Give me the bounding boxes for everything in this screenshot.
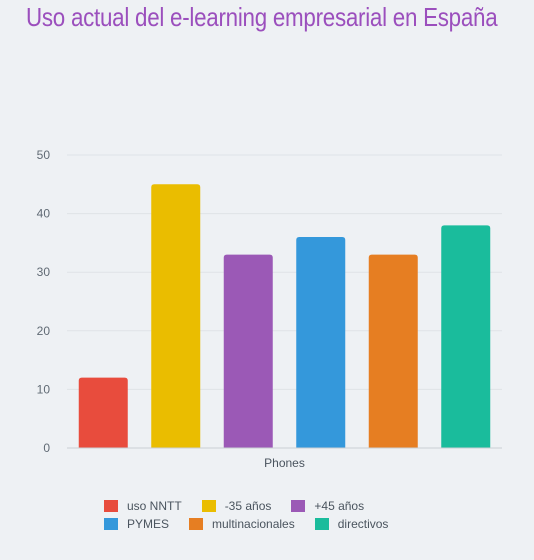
legend-label: +45 años bbox=[314, 498, 365, 513]
legend-swatch bbox=[291, 499, 306, 512]
y-tick-label: 30 bbox=[37, 265, 51, 279]
legend-label: directivos bbox=[337, 516, 389, 531]
grid-lines bbox=[67, 154, 502, 390]
legend-item[interactable]: uso NNTT bbox=[104, 498, 182, 513]
y-tick-label: 10 bbox=[37, 382, 51, 396]
legend-swatch bbox=[201, 499, 216, 512]
bar-4 bbox=[296, 237, 346, 448]
bar-chart: 0 10 20 30 40 50 Phones bbox=[37, 148, 502, 470]
legend-label: uso NNTT bbox=[127, 498, 182, 513]
y-axis-ticks: 0 10 20 30 40 50 bbox=[37, 148, 51, 455]
y-tick-label: 0 bbox=[43, 441, 50, 455]
legend-item[interactable]: PYMES bbox=[104, 516, 169, 531]
legend-item[interactable]: directivos bbox=[314, 516, 389, 531]
chart-title: Uso actual del e-learning empresarial en… bbox=[26, 2, 498, 32]
bar-1 bbox=[78, 377, 128, 448]
legend-item[interactable]: -35 años bbox=[201, 498, 272, 513]
legend: uso NNTT -35 años +45 años PYMES multinacion… bbox=[104, 498, 464, 531]
legend-swatch bbox=[104, 517, 118, 530]
legend-label: multinacionales bbox=[212, 516, 295, 531]
legend-item[interactable]: multinacionales bbox=[189, 516, 295, 531]
legend-label: -35 años bbox=[224, 498, 272, 513]
bar-6 bbox=[441, 225, 491, 448]
legend-swatch bbox=[189, 517, 204, 530]
legend-label: PYMES bbox=[127, 516, 170, 531]
y-tick-label: 20 bbox=[37, 324, 51, 338]
bar-2 bbox=[151, 184, 201, 449]
bar-5 bbox=[368, 254, 418, 448]
legend-swatch bbox=[314, 517, 329, 530]
y-tick-label: 40 bbox=[37, 207, 51, 221]
x-axis-category-label: Phones bbox=[264, 456, 305, 470]
bars bbox=[78, 184, 491, 449]
bar-3 bbox=[223, 254, 273, 448]
y-tick-label: 50 bbox=[37, 148, 51, 162]
legend-swatch bbox=[104, 499, 118, 512]
legend-item[interactable]: +45 años bbox=[291, 498, 364, 513]
